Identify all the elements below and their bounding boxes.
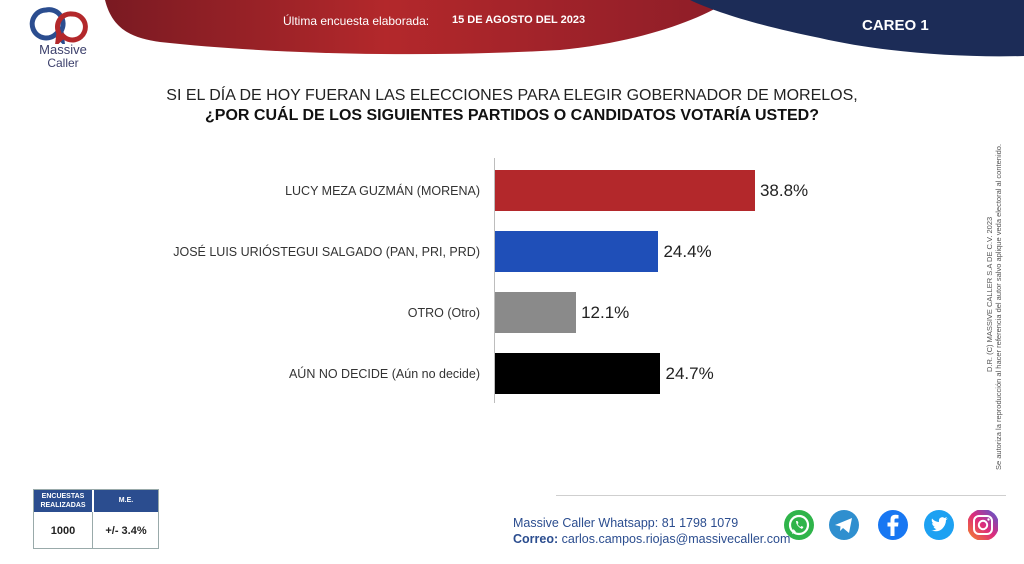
whatsapp-label: Massive Caller Whatsapp: — [513, 516, 659, 530]
facebook-icon[interactable] — [877, 509, 909, 541]
careo-label: CAREO 1 — [862, 17, 929, 34]
brand-sub: Caller — [47, 56, 79, 70]
instagram-icon[interactable] — [967, 509, 999, 541]
email-label: Correo: — [513, 532, 559, 546]
twitter-icon[interactable] — [923, 509, 955, 541]
speech-bubbles-icon — [29, 7, 88, 48]
navy-header-band — [690, 0, 1024, 57]
category-label: JOSÉ LUIS URIÓSTEGUI SALGADO (PAN, PRI, … — [173, 245, 480, 259]
survey-date-label: Última encuesta elaborada: — [283, 14, 430, 28]
red-header-band — [105, 0, 730, 55]
reproduction-notice: Se autoriza la reproducción al hacer ref… — [994, 143, 1003, 470]
telegram-icon[interactable] — [828, 509, 860, 541]
bar — [495, 231, 659, 272]
email-link[interactable]: carlos.campos.riojas@massivecaller.com — [561, 532, 791, 546]
chart-axis — [494, 158, 495, 403]
whatsapp-contact: Massive Caller Whatsapp: 81 1798 1079 — [513, 516, 738, 530]
copyright-text: D.R. (C) MASSIVE CALLER S.A DE C.V. 2023 — [985, 216, 994, 372]
bar — [495, 170, 755, 211]
bar — [495, 353, 661, 394]
bar-value-label: 24.7% — [665, 364, 714, 383]
bar-value-label: 12.1% — [581, 303, 630, 322]
table-divider — [92, 512, 93, 548]
bar — [495, 292, 577, 333]
email-contact: Correo: carlos.campos.riojas@massivecall… — [513, 532, 790, 546]
margin-error-header: M.E. — [94, 490, 158, 512]
brand-logo: Massive Caller — [28, 6, 98, 72]
category-label: AÚN NO DECIDE (Aún no decide) — [288, 367, 480, 381]
survey-date: 15 DE AGOSTO DEL 2023 — [452, 14, 586, 26]
question-line-2: ¿POR CUÁL DE LOS SIGUIENTES PARTIDOS O C… — [205, 107, 819, 124]
margin-error-value: +/- 3.4% — [105, 525, 147, 537]
whatsapp-number[interactable]: 81 1798 1079 — [661, 516, 739, 530]
brand-name: Massive — [39, 42, 87, 57]
category-label: LUCY MEZA GUZMÁN (MORENA) — [285, 184, 480, 198]
category-label: OTRO (Otro) — [407, 306, 480, 320]
question-line-1: SI EL DÍA DE HOY FUERAN LAS ELECCIONES P… — [166, 87, 858, 104]
footer-divider — [556, 495, 1006, 496]
bar-value-label: 24.4% — [663, 242, 712, 261]
whatsapp-icon[interactable] — [783, 509, 815, 541]
surveys-header: ENCUESTAS REALIZADAS — [34, 490, 92, 512]
bar-value-label: 38.8% — [759, 181, 809, 200]
survey-info-table: ENCUESTAS REALIZADAS M.E. 1000 +/- 3.4% — [33, 489, 159, 549]
surveys-value: 1000 — [50, 525, 76, 537]
